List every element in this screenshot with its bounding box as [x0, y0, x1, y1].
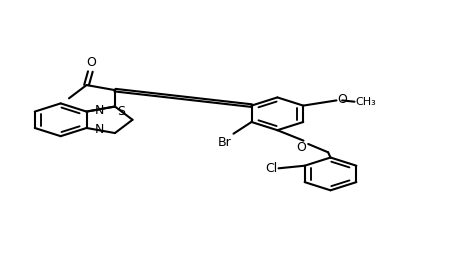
Text: Cl: Cl [265, 162, 277, 175]
Text: S: S [117, 105, 124, 118]
Text: O: O [337, 93, 347, 106]
Text: Br: Br [217, 136, 231, 149]
Text: N: N [95, 123, 104, 136]
Text: O: O [86, 57, 96, 69]
Text: CH₃: CH₃ [355, 97, 376, 107]
Text: O: O [296, 141, 306, 154]
Text: N: N [95, 104, 104, 117]
